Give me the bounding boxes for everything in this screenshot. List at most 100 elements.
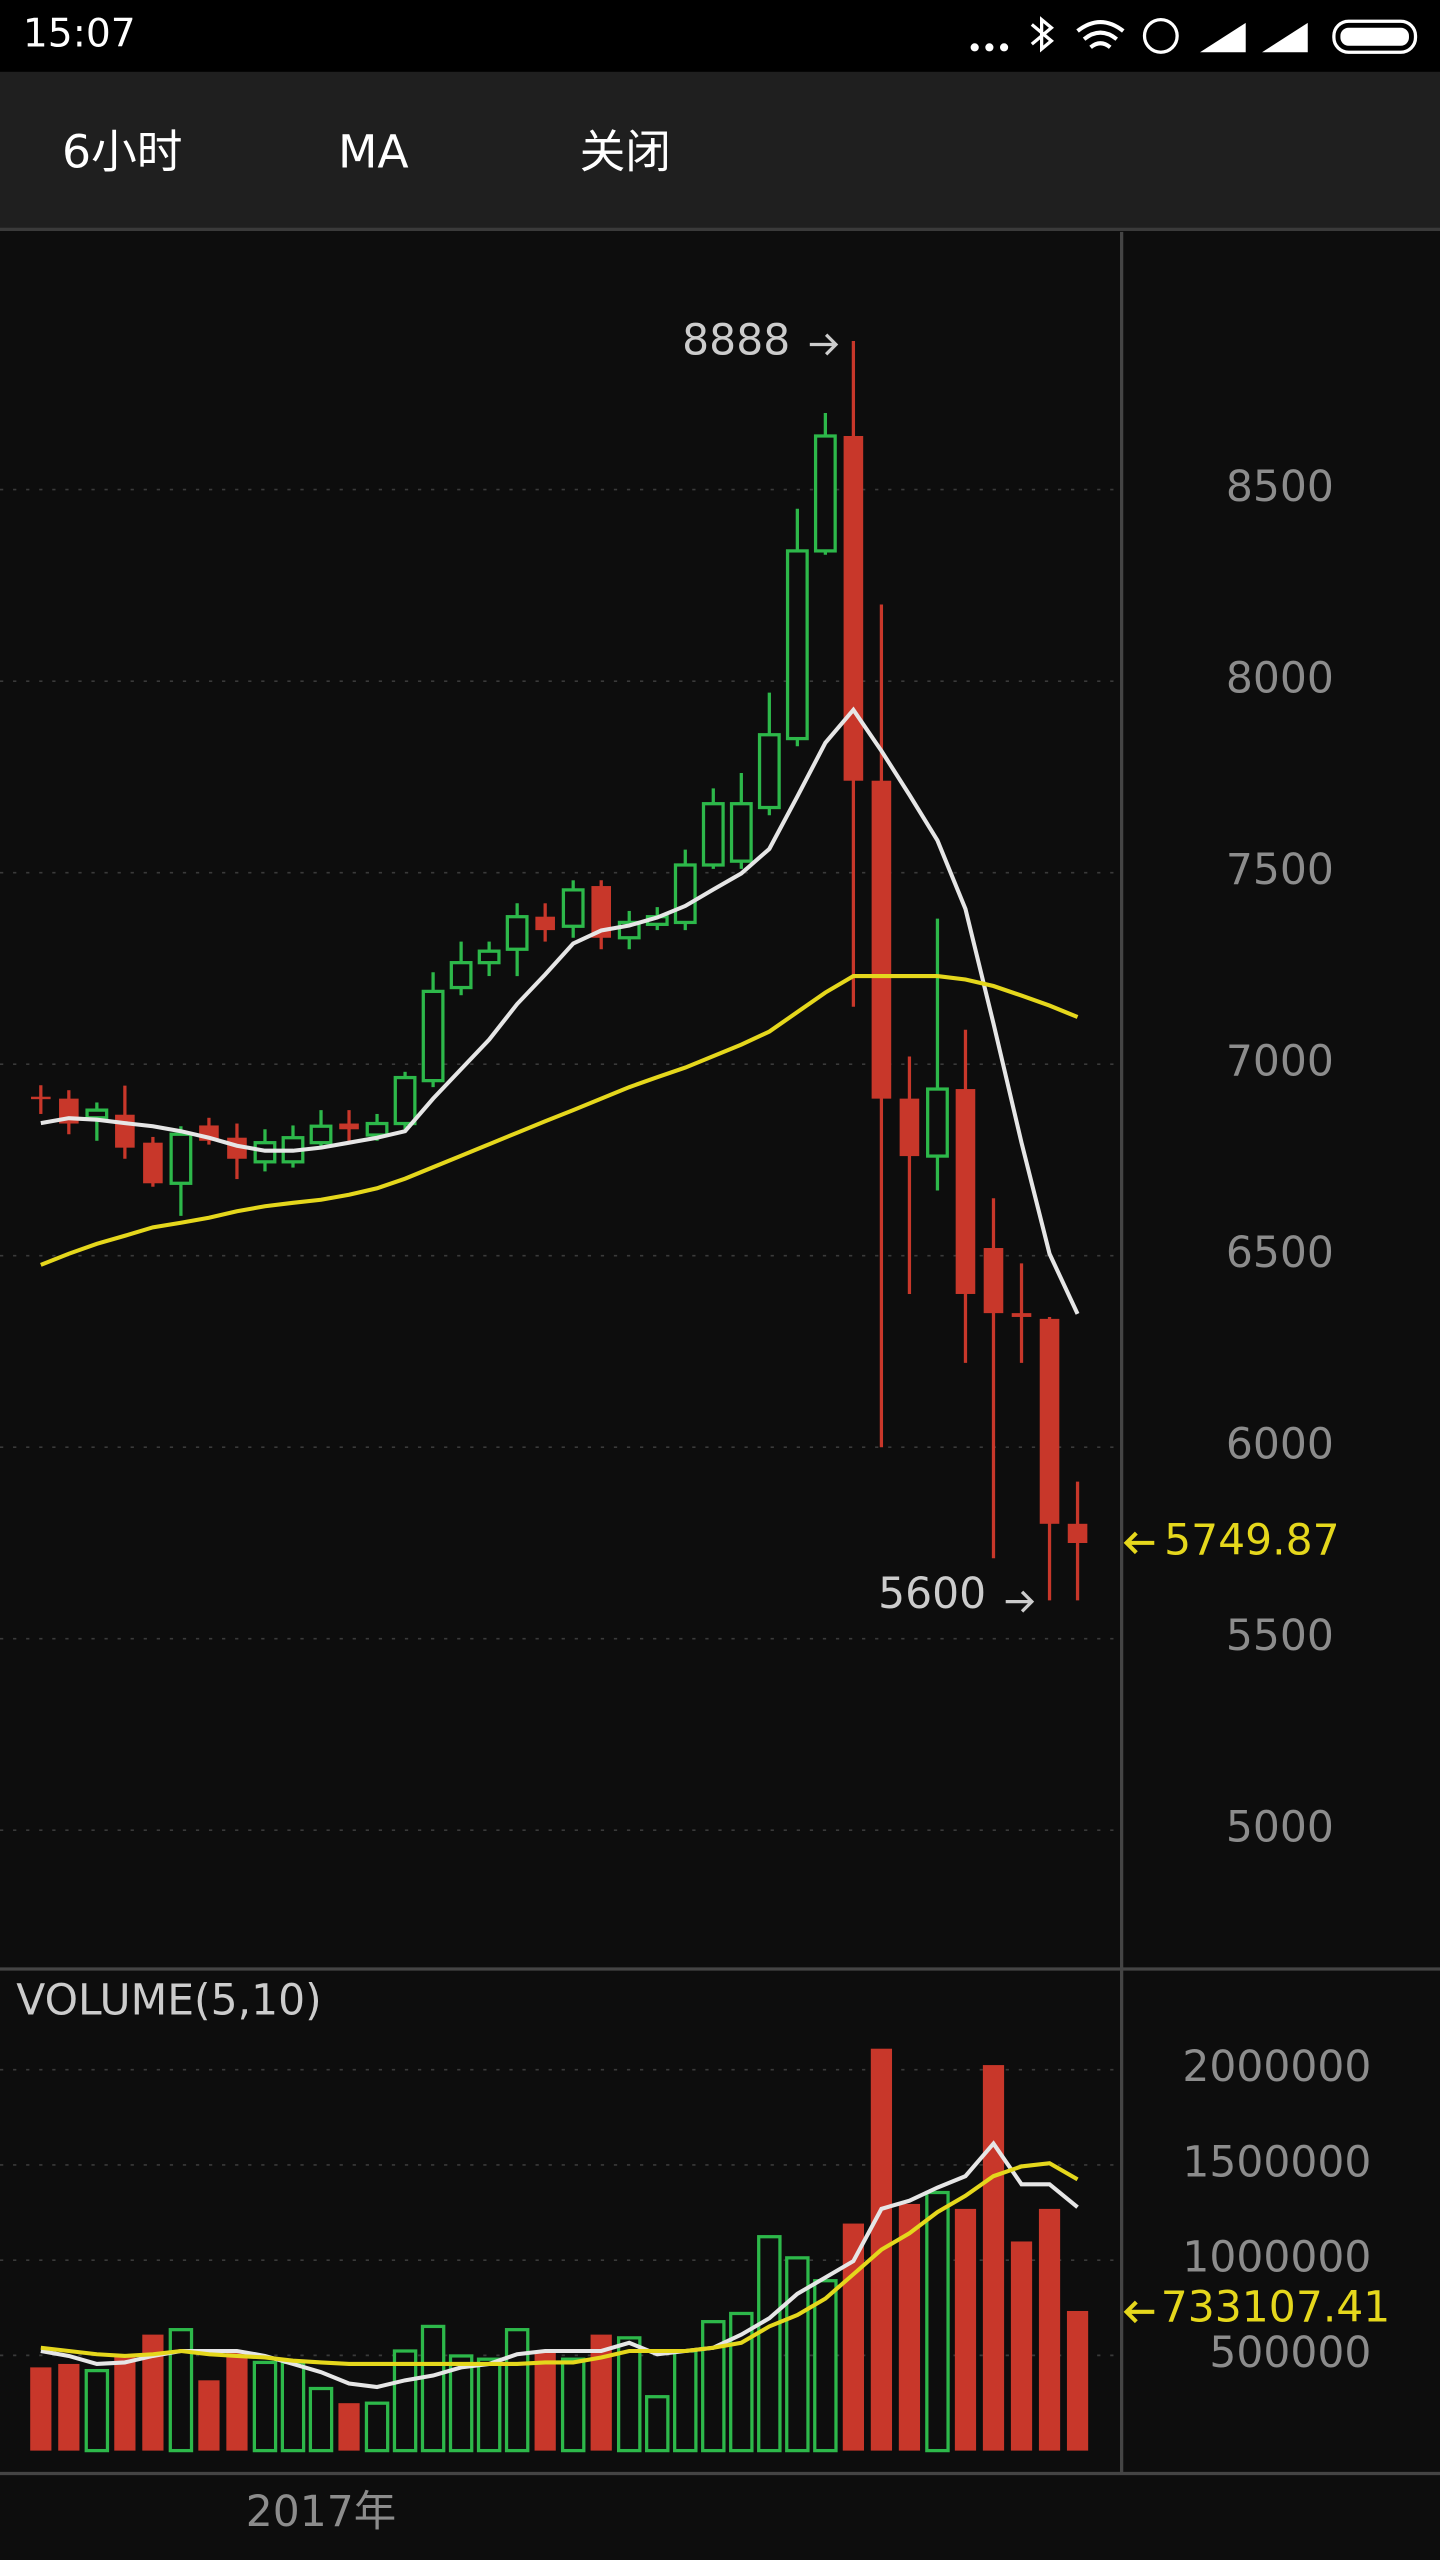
volume-bar <box>757 2235 782 2453</box>
volume-bar <box>30 2367 52 2451</box>
annotation-arrow <box>809 333 839 356</box>
toolbar-button[interactable]: 关闭 <box>580 126 671 179</box>
candle-body <box>1067 1523 1088 1543</box>
ma-line <box>40 974 1079 1267</box>
volume-bar <box>504 2328 530 2453</box>
y-tick-label: 1500000 <box>1182 2138 1371 2187</box>
volume-bar <box>420 2324 446 2453</box>
volume-bar <box>142 2334 164 2451</box>
candle-body <box>983 1248 1004 1314</box>
volume-bar <box>534 2350 556 2451</box>
y-tick-label: 6500 <box>1226 1229 1334 1278</box>
volume-bar <box>338 2403 360 2451</box>
volume-bar <box>729 2311 754 2453</box>
candle-body <box>591 886 612 938</box>
candle-body <box>785 549 809 741</box>
candle-body <box>729 802 753 863</box>
y-tick-label: 8500 <box>1226 463 1334 512</box>
candle-body <box>477 949 501 965</box>
x-tick-label: 2017年 <box>246 2488 396 2537</box>
volume-bar <box>280 2360 306 2453</box>
candle-body <box>561 888 585 928</box>
volume-bar <box>1010 2241 1033 2451</box>
current-arrow <box>1123 1531 1155 1555</box>
volume-bar <box>476 2357 502 2453</box>
candle-body <box>169 1132 193 1185</box>
status-bar <box>0 0 1440 72</box>
toolbar-button[interactable]: 6小时 <box>62 126 182 179</box>
y-tick-label: 500000 <box>1209 2329 1371 2378</box>
volume-bar <box>590 2334 612 2451</box>
volume-bar <box>252 2360 278 2453</box>
volume-bar <box>364 2401 390 2453</box>
candle-body <box>871 780 892 1099</box>
candle-body <box>115 1114 135 1148</box>
candle-body <box>1011 1313 1032 1317</box>
current-price: 5749.87 <box>1164 1516 1339 1565</box>
volume-bar <box>673 2349 698 2453</box>
volume-bar <box>114 2355 136 2451</box>
volume-bar <box>701 2320 726 2453</box>
candle-body <box>421 989 445 1083</box>
ma-line <box>40 2140 1079 2390</box>
y-tick-label: 5500 <box>1226 1612 1334 1661</box>
candle-body <box>393 1075 417 1126</box>
y-tick-label: 8000 <box>1226 655 1334 704</box>
volume-bar <box>925 2190 950 2453</box>
current-volume: 733107.41 <box>1161 2284 1391 2333</box>
candle-body <box>31 1096 51 1100</box>
y-tick-label: 5000 <box>1226 1804 1334 1853</box>
candle-body <box>701 802 725 867</box>
volume-bar <box>1066 2310 1089 2451</box>
volume-bar <box>813 2279 838 2453</box>
candle-body <box>85 1108 109 1120</box>
candle-body <box>339 1123 359 1130</box>
candle-body <box>843 435 864 781</box>
candle-body <box>1039 1318 1060 1524</box>
y-tick-label: 7500 <box>1226 846 1334 895</box>
volume-bar <box>198 2380 220 2451</box>
candle-body <box>955 1089 976 1294</box>
candle-body <box>143 1142 163 1184</box>
candle-body <box>757 733 781 810</box>
y-tick-label: 7000 <box>1226 1038 1334 1087</box>
candle-body <box>505 915 529 951</box>
volume-title: VOLUME(5,10) <box>16 1977 321 2026</box>
volume-bar <box>448 2354 474 2453</box>
volume-bar <box>560 2357 586 2453</box>
current-arrow <box>1123 2300 1155 2324</box>
volume-bar <box>1038 2208 1061 2451</box>
volume-bar <box>954 2208 977 2451</box>
volume-bar <box>308 2386 334 2453</box>
toolbar <box>0 71 1440 229</box>
candle-body <box>673 863 697 925</box>
candle-body <box>309 1124 333 1145</box>
volume-bar <box>785 2256 810 2453</box>
ma-line <box>40 706 1080 1315</box>
volume-bar <box>616 2336 642 2453</box>
candle-body <box>449 961 473 990</box>
candle-body <box>365 1121 389 1137</box>
y-tick-label: 2000000 <box>1182 2043 1371 2092</box>
status-time: 15:07 <box>23 11 136 56</box>
ma-line <box>40 2161 1079 2366</box>
volume-bar <box>392 2349 418 2453</box>
candle-body <box>535 916 555 931</box>
candle-body <box>926 1087 949 1158</box>
y-tick-label: 6000 <box>1226 1421 1334 1470</box>
volume-bar <box>226 2350 248 2451</box>
volume-bar <box>898 2203 921 2451</box>
volume-bar <box>84 2368 110 2453</box>
volume-bar <box>982 2065 1005 2451</box>
volume-bar <box>645 2395 670 2453</box>
annotation-high: 8888 <box>682 316 790 365</box>
candle-body <box>899 1098 920 1157</box>
volume-bar <box>168 2328 194 2453</box>
toolbar-button[interactable]: MA <box>338 126 409 179</box>
y-tick-label: 1000000 <box>1182 2234 1371 2283</box>
volume-bar <box>58 2363 80 2451</box>
annotation-low: 5600 <box>878 1570 986 1619</box>
